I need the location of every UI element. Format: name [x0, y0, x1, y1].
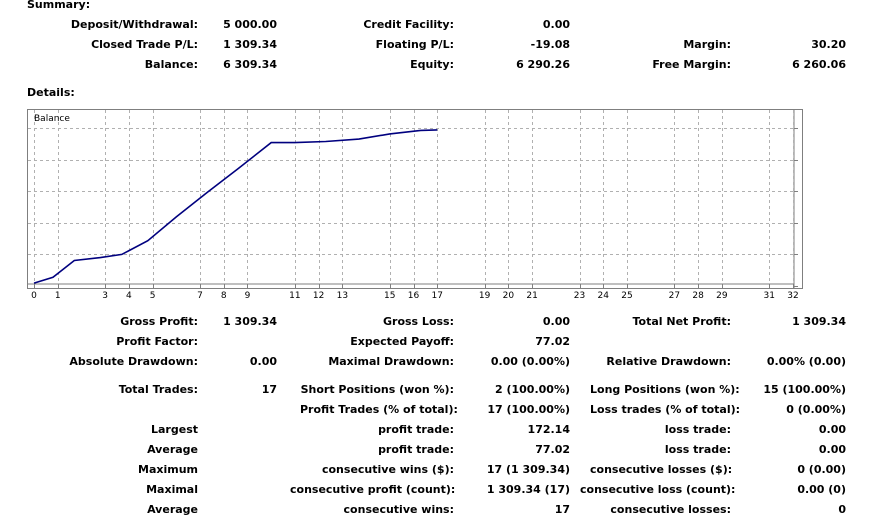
credit-value: 0.00 [542, 18, 570, 31]
average-profit-value: 77.02 [535, 443, 570, 456]
profit-trades-label: Profit Trades (% of total): [300, 403, 458, 416]
x-tick-label: 1 [54, 291, 61, 301]
x-tick-label: 17 [431, 291, 443, 301]
equity-label: Equity: [410, 58, 454, 71]
avg-cons-wins-value: 17 [554, 503, 570, 516]
maximum-label: Maximum [138, 463, 198, 476]
x-tick-label: 8 [220, 291, 227, 301]
max-cons-losses-value: 0 (0.00) [797, 463, 846, 476]
total-trades-label: Total Trades: [118, 383, 198, 396]
floating-pl-label: Floating P/L: [375, 38, 454, 51]
max-cons-losses-label: consecutive losses ($): [590, 463, 733, 476]
x-tick-label: 5 [149, 291, 156, 301]
loss-trades-label: Loss trades (% of total): [590, 403, 741, 416]
credit-label: Credit Facility: [363, 18, 454, 31]
x-tick-label: 13 [336, 291, 349, 301]
x-tick-label: 25 [621, 291, 633, 301]
profit-trades-value: 17 (100.00%) [487, 403, 570, 416]
chart-title: Balance [34, 114, 70, 124]
average-profit-label: profit trade: [378, 443, 454, 456]
average-loss-label: loss trade: [664, 443, 731, 456]
deposit-value: 5 000.00 [223, 18, 277, 31]
summary-title: Summary: [27, 0, 91, 11]
long-positions-label: Long Positions (won %): [590, 383, 740, 396]
details-title: Details: [27, 86, 75, 99]
x-tick-label: 32 [787, 291, 799, 301]
avg-cons-losses-value: 0 [838, 503, 846, 516]
deposit-label: Deposit/Withdrawal: [70, 18, 198, 31]
equity-value: 6 290.26 [516, 58, 570, 71]
relative-drawdown-value: 0.00% (0.00) [766, 355, 846, 368]
avg-cons-losses-label: consecutive losses: [610, 503, 731, 516]
gross-profit-label: Gross Profit: [120, 315, 198, 328]
average-loss-value: 0.00 [818, 443, 846, 456]
x-tick-label: 12 [312, 291, 325, 301]
maximal-cons-profit-value: 1 309.34 (17) [486, 483, 570, 496]
largest-loss-value: 0.00 [818, 423, 846, 436]
maximal-cons-loss-label: consecutive loss (count): [580, 483, 736, 496]
x-tick-label: 20 [502, 291, 515, 301]
relative-drawdown-label: Relative Drawdown: [606, 355, 731, 368]
x-tick-label: 28 [692, 291, 704, 301]
gross-loss-label: Gross Loss: [383, 315, 454, 328]
x-tick-label: 9 [244, 291, 251, 301]
short-positions-label: Short Positions (won %): [300, 383, 454, 396]
absolute-drawdown-label: Absolute Drawdown: [69, 355, 198, 368]
x-tick-label: 0 [31, 291, 37, 301]
balance-chart-svg: 629660235751547952074935Balance [28, 110, 798, 288]
total-trades-value: 17 [261, 383, 277, 396]
closed-pl-label: Closed Trade P/L: [91, 38, 198, 51]
balance-label: Balance: [144, 58, 198, 71]
max-cons-wins-label: consecutive wins ($): [321, 463, 454, 476]
x-tick-label: 31 [763, 291, 775, 301]
largest-profit-label: profit trade: [378, 423, 454, 436]
balance-series-line [33, 129, 438, 284]
largest-label: Largest [151, 423, 198, 436]
x-tick-label: 29 [716, 291, 728, 301]
gross-profit-value: 1 309.34 [223, 315, 277, 328]
x-tick-label: 4 [126, 291, 132, 301]
absolute-drawdown-value: 0.00 [249, 355, 277, 368]
margin-value: 30.20 [811, 38, 846, 51]
average2-label: Average [147, 503, 198, 516]
x-tick-label: 27 [668, 291, 681, 301]
x-tick-label: 15 [384, 291, 396, 301]
profit-factor-label: Profit Factor: [116, 335, 198, 348]
x-tick-label: 16 [407, 291, 420, 301]
free-margin-value: 6 260.06 [792, 58, 846, 71]
x-tick-label: 3 [102, 291, 109, 301]
maximal-cons-loss-value: 0.00 (0) [797, 483, 846, 496]
balance-value: 6 309.34 [223, 58, 277, 71]
margin-label: Margin: [683, 38, 731, 51]
expected-payoff-label: Expected Payoff: [350, 335, 454, 348]
expected-payoff-value: 77.02 [535, 335, 570, 348]
free-margin-label: Free Margin: [652, 58, 731, 71]
total-net-profit-value: 1 309.34 [792, 315, 846, 328]
largest-profit-value: 172.14 [527, 423, 570, 436]
largest-loss-label: loss trade: [664, 423, 731, 436]
floating-pl-value: -19.08 [530, 38, 570, 51]
x-tick-label: 21 [526, 291, 538, 301]
x-tick-label: 19 [478, 291, 491, 301]
closed-pl-value: 1 309.34 [223, 38, 277, 51]
x-tick-label: 7 [197, 291, 203, 301]
maximal-cons-profit-label: consecutive profit (count): [290, 483, 456, 496]
maximal-drawdown-value: 0.00 (0.00%) [490, 355, 570, 368]
balance-chart: 629660235751547952074935Balance [27, 109, 803, 289]
total-net-profit-label: Total Net Profit: [632, 315, 732, 328]
long-positions-value: 15 (100.00%) [763, 383, 846, 396]
max-cons-wins-value: 17 (1 309.34) [486, 463, 570, 476]
gross-loss-value: 0.00 [542, 315, 570, 328]
maximal-drawdown-label: Maximal Drawdown: [328, 355, 454, 368]
avg-cons-wins-label: consecutive wins: [343, 503, 454, 516]
x-tick-label: 11 [289, 291, 301, 301]
x-tick-label: 23 [573, 291, 586, 301]
maximal-label: Maximal [146, 483, 198, 496]
x-tick-label: 24 [597, 291, 609, 301]
average-label: Average [147, 443, 198, 456]
loss-trades-value: 0 (0.00%) [786, 403, 846, 416]
short-positions-value: 2 (100.00%) [494, 383, 570, 396]
